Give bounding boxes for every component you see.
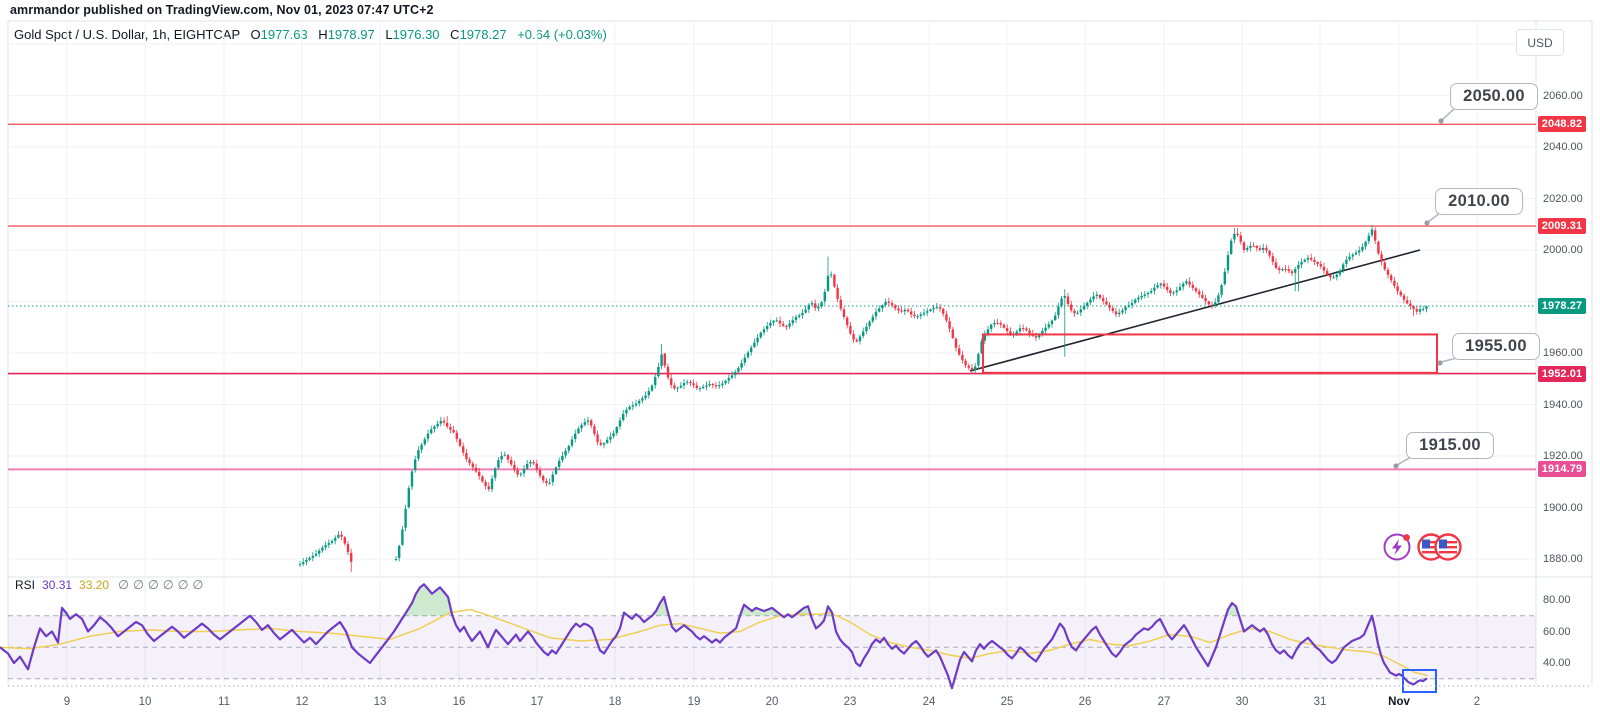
flash-reaction-icon[interactable] <box>1383 533 1411 561</box>
level-price-badge: 2048.82 <box>1538 116 1586 133</box>
hidden-value-icon: ∅ <box>192 578 204 592</box>
close-label: C <box>450 27 460 42</box>
low-value: 1976.30 <box>392 27 440 42</box>
time-axis-label: 24 <box>922 696 936 708</box>
callout-anchor-dot <box>1437 360 1443 366</box>
time-axis-label: 31 <box>1313 696 1327 708</box>
published-attribution: amrmandor published on TradingView.com, … <box>10 3 434 17</box>
hidden-value-icon: ∅ <box>162 578 174 592</box>
time-axis-label: 16 <box>452 696 466 708</box>
time-axis-label: 27 <box>1157 696 1171 708</box>
price-axis-label: 1940.00 <box>1543 398 1583 411</box>
time-axis-label: 30 <box>1235 696 1249 708</box>
hidden-value-icon: ∅ <box>118 578 129 592</box>
price-axis-label: 1880.00 <box>1543 553 1583 565</box>
currency-button[interactable]: USD <box>1516 29 1564 56</box>
hidden-value-icon: ∅ <box>177 578 189 592</box>
price-callout-label[interactable]: 1955.00 <box>1452 333 1540 360</box>
rsi-line <box>0 583 1428 690</box>
rsi-name: RSI <box>15 577 36 592</box>
trendline-drawing[interactable] <box>969 249 1421 372</box>
time-axis-label: 2 <box>1473 696 1481 708</box>
price-axis-label: 1920.00 <box>1543 450 1583 462</box>
callout-anchor-dot <box>1438 118 1444 124</box>
hidden-value-icon: ∅ <box>132 578 144 592</box>
level-price-badge: 1914.79 <box>1538 461 1586 478</box>
open-value: 1977.63 <box>260 27 308 42</box>
price-axis-label: 1900.00 <box>1543 501 1583 514</box>
change-value: +0.64 (+0.03%) <box>517 27 607 42</box>
time-axis-label: 26 <box>1078 696 1092 708</box>
hidden-value-icon: ∅ <box>147 578 159 592</box>
level-price-badge: 2009.31 <box>1538 218 1586 235</box>
rsi-legend[interactable]: RSI 30.31 33.20 ∅ ∅ ∅ ∅ ∅ ∅ <box>15 577 203 593</box>
open-label: O <box>250 27 261 42</box>
us-flags-reaction-icon[interactable] <box>1417 533 1462 561</box>
price-axis-label: 2020.00 <box>1543 192 1583 205</box>
time-axis-label: 20 <box>765 696 779 708</box>
price-axis-label: 1960.00 <box>1543 347 1583 359</box>
reaction-icons <box>1383 533 1462 561</box>
callout-anchor-dot <box>1424 220 1430 226</box>
rsi-axis-label: 40.00 <box>1543 657 1571 669</box>
time-axis-label: 10 <box>138 696 152 708</box>
rsi-ma-value: 33.20 <box>79 577 110 592</box>
high-label: H <box>318 27 328 42</box>
time-axis-label: 11 <box>218 696 230 708</box>
rsi-axis-label: 80.00 <box>1543 594 1571 606</box>
time-axis-label: 23 <box>843 696 857 708</box>
rsi-value: 30.31 <box>42 577 73 592</box>
symbol-legend[interactable]: Gold Spot / U.S. Dollar, 1h, EIGHTCAP O1… <box>14 27 607 42</box>
price-axis-label: 2060.00 <box>1543 89 1583 102</box>
lightning-icon <box>1392 539 1402 555</box>
time-axis-label: 17 <box>530 696 544 708</box>
time-axis-label: 19 <box>687 696 701 708</box>
us-flag-icon-right <box>1434 533 1462 561</box>
current-price-badge: 1978.27 <box>1538 297 1586 314</box>
price-callout-label[interactable]: 1915.00 <box>1406 432 1494 459</box>
support-zone-box[interactable] <box>982 333 1438 374</box>
price-axis-label: 2000.00 <box>1543 244 1583 256</box>
time-axis-label: 12 <box>295 696 309 708</box>
price-callout-label[interactable]: 2050.00 <box>1450 83 1538 110</box>
price-axis-label: 2040.00 <box>1543 141 1583 153</box>
callout-anchor-dot <box>1393 463 1399 469</box>
rsi-axis-label: 60.00 <box>1543 625 1571 638</box>
level-price-badge: 1952.01 <box>1538 365 1586 382</box>
price-callout-label[interactable]: 2010.00 <box>1435 188 1523 215</box>
notification-dot <box>1403 534 1410 541</box>
candles-layer <box>298 225 1428 572</box>
time-axis-label: 18 <box>608 696 622 708</box>
time-axis-label: 9 <box>63 696 71 708</box>
symbol-title: Gold Spot / U.S. Dollar, 1h, EIGHTCAP <box>14 27 240 42</box>
high-value: 1978.97 <box>327 27 375 42</box>
rsi-hidden-values: ∅ ∅ ∅ ∅ ∅ ∅ <box>118 577 203 592</box>
close-value: 1978.27 <box>459 27 507 42</box>
low-label: L <box>385 27 393 42</box>
time-axis-label: Nov <box>1388 696 1410 708</box>
time-axis-label: 25 <box>1000 696 1014 708</box>
time-axis-label: 13 <box>373 696 387 708</box>
selection-box[interactable] <box>1402 669 1437 693</box>
